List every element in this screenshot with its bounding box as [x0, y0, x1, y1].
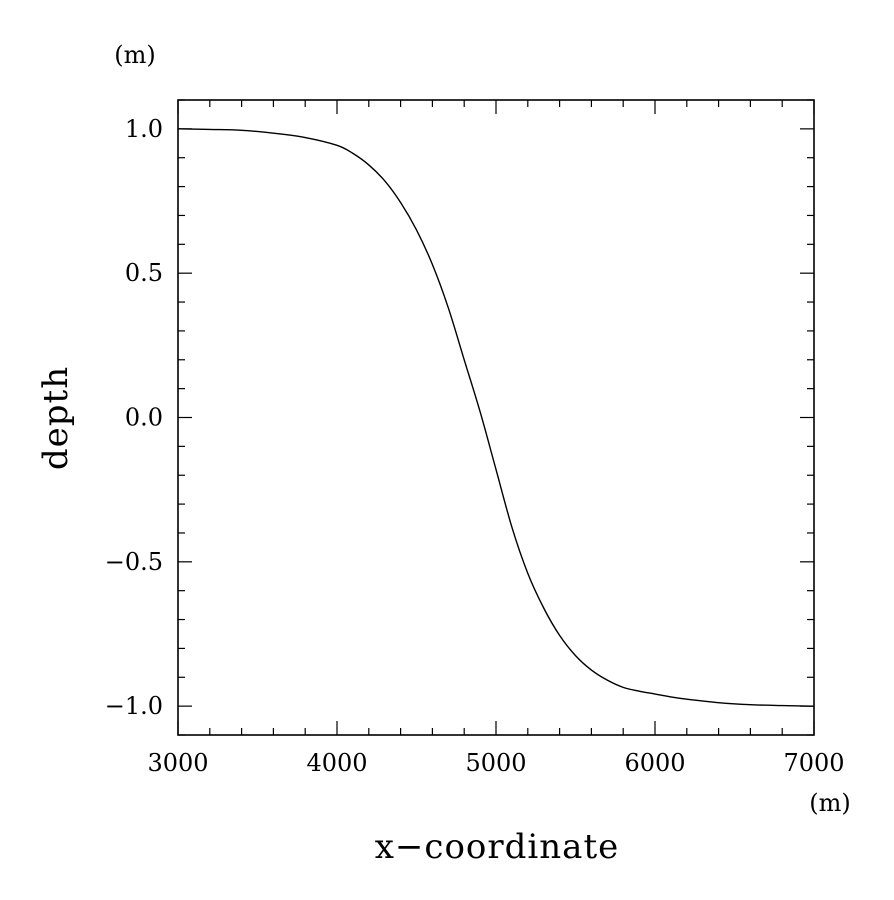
y-tick-label: −0.5: [105, 548, 163, 576]
plot-frame: [177, 99, 815, 736]
y-tick-label: 0.0: [125, 404, 163, 432]
x-axis-ticks: [177, 100, 815, 735]
depth-series-line: [177, 128, 815, 707]
y-unit-label: (m): [114, 41, 155, 69]
x-tick-label: 3000: [147, 749, 208, 777]
x-tick-label: 6000: [624, 749, 685, 777]
x-tick-label: 7000: [783, 749, 844, 777]
y-axis-title: depth: [36, 366, 76, 470]
y-axis-ticks: [178, 99, 814, 736]
series-group: [177, 128, 815, 707]
y-tick-label: 1.0: [125, 115, 163, 143]
x-axis-title: x−coordinate: [375, 827, 620, 867]
x-tick-label: 5000: [465, 749, 526, 777]
x-unit-label: (m): [809, 789, 850, 817]
x-axis-tick-labels: 3000 4000 5000 6000 7000: [147, 749, 844, 777]
plot-frame-rect: [177, 99, 815, 736]
y-tick-label: 0.5: [125, 259, 163, 287]
x-tick-label: 4000: [306, 749, 367, 777]
y-axis-tick-labels: 1.0 0.5 0.0 −0.5 −1.0: [105, 115, 163, 720]
y-tick-label: −1.0: [105, 692, 163, 720]
